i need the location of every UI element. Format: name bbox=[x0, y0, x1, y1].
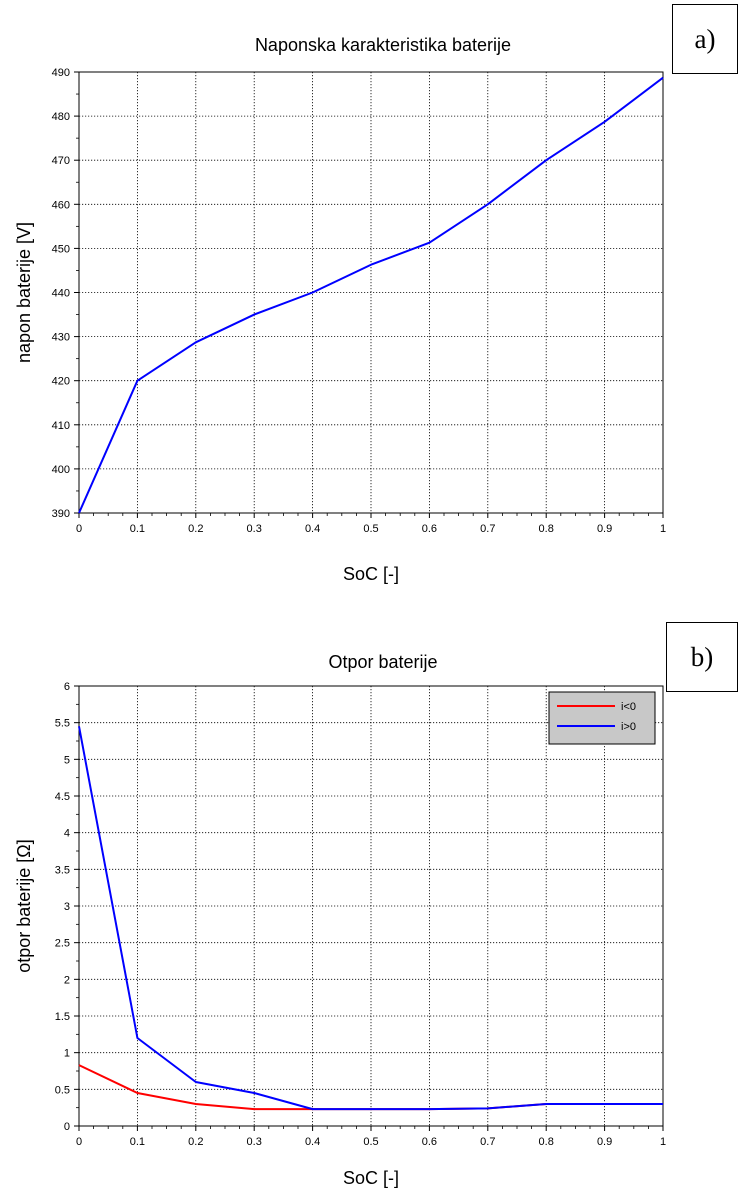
y-tick-label: 420 bbox=[52, 376, 70, 388]
y-tick-label: 4.5 bbox=[55, 791, 70, 803]
y-tick-label: 6 bbox=[64, 681, 70, 693]
y-tick-label: 400 bbox=[52, 464, 70, 476]
y-tick-label: 430 bbox=[52, 332, 70, 344]
y-tick-label: 460 bbox=[52, 199, 70, 211]
x-tick-label: 0 bbox=[76, 523, 82, 535]
y-tick-label: 490 bbox=[52, 67, 70, 79]
y-axis-label: otpor baterije [Ω] bbox=[14, 839, 34, 973]
y-tick-label: 2 bbox=[64, 974, 70, 986]
x-tick-label: 0.4 bbox=[305, 523, 320, 535]
panel-label-b: b) bbox=[666, 622, 738, 692]
x-axis-label: SoC [-] bbox=[343, 1168, 399, 1188]
x-tick-label: 0.5 bbox=[363, 1136, 378, 1148]
y-tick-label: 5 bbox=[64, 754, 70, 766]
legend-box bbox=[548, 691, 656, 745]
x-tick-label: 0.1 bbox=[130, 523, 145, 535]
y-tick-label: 1 bbox=[64, 1048, 70, 1060]
y-tick-label: 410 bbox=[52, 420, 70, 432]
x-tick-label: 0.2 bbox=[188, 1136, 203, 1148]
x-tick-label: 1 bbox=[660, 523, 666, 535]
y-tick-label: 0 bbox=[64, 1121, 70, 1133]
chart-title: Otpor baterije bbox=[328, 652, 437, 672]
x-tick-label: 0.5 bbox=[363, 523, 378, 535]
legend-entry-label: i>0 bbox=[621, 721, 636, 733]
y-tick-label: 3.5 bbox=[55, 864, 70, 876]
legend-entry-label: i<0 bbox=[621, 701, 636, 713]
x-tick-label: 0.6 bbox=[422, 1136, 437, 1148]
x-tick-label: 0.6 bbox=[422, 523, 437, 535]
series-line-0 bbox=[78, 76, 664, 514]
y-axis-label: napon baterije [V] bbox=[14, 222, 34, 363]
y-tick-label: 390 bbox=[52, 508, 70, 520]
panel-label-a: a) bbox=[672, 4, 738, 74]
y-tick-label: 470 bbox=[52, 155, 70, 167]
x-tick-label: 0.3 bbox=[247, 1136, 262, 1148]
x-tick-label: 0.2 bbox=[188, 523, 203, 535]
chart-a: 0 0.1 0.2 0.3 0.4 0.5 0.6 0.7 0.8 0.9 1 390 400 410 42… bbox=[14, 35, 666, 584]
y-tick-label: 480 bbox=[52, 111, 70, 123]
y-tick-label: 1.5 bbox=[55, 1011, 70, 1023]
y-tick-label: 5.5 bbox=[55, 718, 70, 730]
x-tick-label: 0.9 bbox=[597, 523, 612, 535]
y-tick-label: 0.5 bbox=[55, 1084, 70, 1096]
x-tick-label: 0.7 bbox=[480, 523, 495, 535]
y-tick-label: 4 bbox=[64, 828, 70, 840]
x-tick-label: 0.4 bbox=[305, 1136, 320, 1148]
x-tick-label: 0 bbox=[76, 1136, 82, 1148]
y-tick-label: 3 bbox=[64, 901, 70, 913]
x-tick-label: 0.3 bbox=[247, 523, 262, 535]
series-line-i0 bbox=[78, 726, 663, 1111]
y-tick-label: 440 bbox=[52, 288, 70, 300]
y-tick-label: 450 bbox=[52, 243, 70, 255]
legend: i<0 i>0 bbox=[548, 691, 656, 745]
x-axis-label: SoC [-] bbox=[343, 564, 399, 584]
chart-title: Naponska karakteristika baterije bbox=[255, 35, 511, 55]
x-tick-label: 0.1 bbox=[130, 1136, 145, 1148]
x-tick-label: 0.8 bbox=[539, 1136, 554, 1148]
x-tick-label: 1 bbox=[660, 1136, 666, 1148]
series-line-i0 bbox=[78, 1064, 663, 1111]
chart-b: 0 0.1 0.2 0.3 0.4 0.5 0.6 0.7 0.8 0.9 1 0 0.5 1 1.5 2 2.… bbox=[14, 652, 666, 1188]
y-tick-label: 2.5 bbox=[55, 938, 70, 950]
x-tick-label: 0.7 bbox=[480, 1136, 495, 1148]
x-tick-label: 0.8 bbox=[539, 523, 554, 535]
x-tick-label: 0.9 bbox=[597, 1136, 612, 1148]
